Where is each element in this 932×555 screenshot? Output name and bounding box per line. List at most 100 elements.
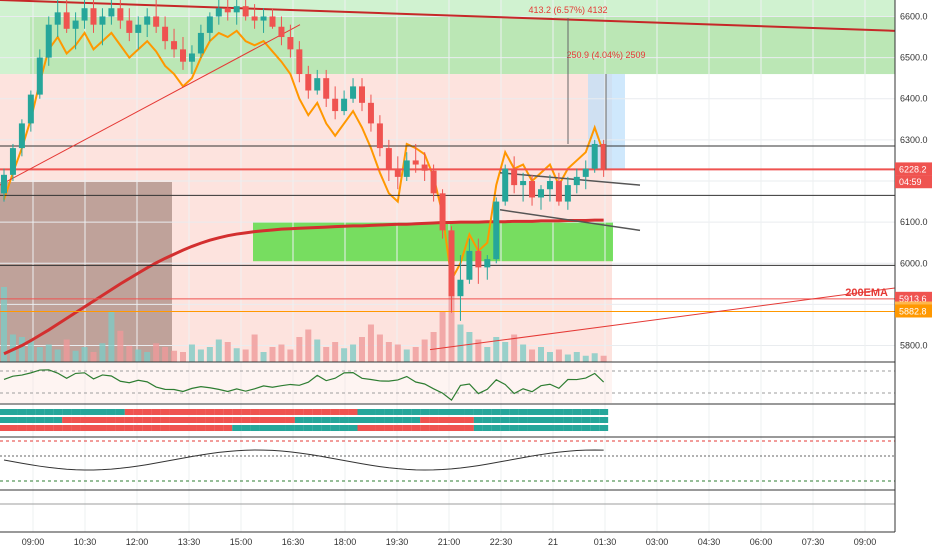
- candle-body: [511, 168, 518, 186]
- signal-strip: [438, 409, 448, 415]
- signal-strip: [375, 425, 385, 431]
- signal-strip: [545, 417, 555, 423]
- candle-body: [457, 279, 464, 297]
- signal-strip: [294, 409, 304, 415]
- volume-bar: [72, 350, 79, 362]
- signal-strip: [0, 417, 9, 423]
- candle-body: [376, 123, 383, 149]
- signal-strip: [151, 409, 161, 415]
- candle-body: [502, 168, 509, 202]
- volume-bar: [385, 342, 392, 362]
- signal-strip: [348, 425, 358, 431]
- indicator-lines: [0, 0, 896, 356]
- signal-strip: [80, 425, 90, 431]
- candle-body: [9, 148, 16, 175]
- signal-strip: [80, 417, 90, 423]
- signal-strip: [438, 417, 448, 423]
- signal-strip: [509, 417, 519, 423]
- signal-strip: [339, 409, 349, 415]
- price-badge: [895, 304, 932, 318]
- volume-bar: [448, 294, 455, 362]
- oscillator-panes: [0, 361, 895, 505]
- volume-bar: [144, 352, 151, 362]
- volume-bar: [36, 347, 43, 362]
- signal-strip: [599, 409, 609, 415]
- signal-strip: [241, 425, 251, 431]
- candle-body: [296, 49, 303, 75]
- signal-strip: [142, 409, 152, 415]
- candle-body: [493, 201, 500, 260]
- volume-bar: [54, 349, 61, 362]
- signal-strip: [151, 425, 161, 431]
- signal-strip: [500, 425, 510, 431]
- signal-strip: [232, 409, 242, 415]
- volume-bar: [564, 354, 571, 362]
- signal-strip: [178, 425, 188, 431]
- signal-strip: [384, 425, 394, 431]
- signal-strip: [8, 425, 18, 431]
- signal-strip: [357, 409, 367, 415]
- volume-bar: [314, 339, 321, 362]
- signal-strip: [429, 425, 439, 431]
- signal-strip: [160, 417, 170, 423]
- volume-bar: [457, 324, 464, 362]
- signal-strip: [303, 409, 313, 415]
- candle-body: [600, 143, 607, 170]
- price-badge-label: 6228.2: [899, 164, 927, 174]
- signal-strip: [178, 417, 188, 423]
- price-badge: [895, 175, 932, 189]
- candle-body: [36, 57, 43, 95]
- volume-bar: [251, 334, 258, 362]
- signal-strip: [554, 417, 564, 423]
- signal-strip: [384, 417, 394, 423]
- signal-strip: [169, 425, 179, 431]
- price-badge-label: 5913.6: [899, 294, 927, 304]
- signal-strip: [160, 409, 170, 415]
- volume-bar: [394, 344, 401, 362]
- signal-strip: [44, 409, 54, 415]
- signal-strip: [536, 409, 546, 415]
- candle-body: [529, 181, 536, 198]
- signal-strip: [151, 417, 161, 423]
- signal-strip: [330, 409, 340, 415]
- candle-body: [359, 86, 365, 103]
- signal-strip: [285, 425, 295, 431]
- candle-body: [144, 16, 151, 25]
- signal-strip: [473, 425, 483, 431]
- signal-strip: [196, 417, 206, 423]
- signal-strip: [321, 409, 331, 415]
- price-tick-label: 6100.0: [900, 217, 928, 227]
- signal-strip: [375, 409, 385, 415]
- candle-body: [564, 185, 571, 202]
- candle-body: [538, 189, 544, 198]
- time-tick-label: 15:00: [230, 537, 253, 547]
- volume-bar: [350, 344, 357, 362]
- time-tick-label: 16:30: [282, 537, 305, 547]
- volume-bar: [573, 352, 580, 362]
- candle-body: [153, 16, 160, 27]
- signal-strip: [44, 417, 54, 423]
- price-badge-label: 04:59: [899, 177, 922, 187]
- volume-bar: [493, 337, 500, 362]
- price-tick-label: 6500.0: [900, 53, 928, 63]
- signal-strip: [536, 425, 546, 431]
- trendline-lower: [429, 287, 896, 351]
- signal-strip: [232, 425, 242, 431]
- signal-strip: [438, 425, 448, 431]
- signal-strip: [473, 409, 483, 415]
- volume-bar: [126, 345, 133, 362]
- volume-bar: [206, 347, 213, 362]
- stoch-line: [3, 449, 604, 471]
- candle-body: [135, 24, 142, 33]
- signal-strip: [124, 409, 134, 415]
- rsi-line: [3, 369, 605, 402]
- signal-strip: [259, 425, 269, 431]
- candle-body: [215, 8, 222, 17]
- signal-strip: [97, 417, 107, 423]
- signal-strip: [366, 409, 376, 415]
- green-zone-band: [30, 16, 895, 75]
- candle-body: [224, 8, 231, 13]
- signal-strip: [97, 409, 107, 415]
- volume-bar: [502, 342, 509, 362]
